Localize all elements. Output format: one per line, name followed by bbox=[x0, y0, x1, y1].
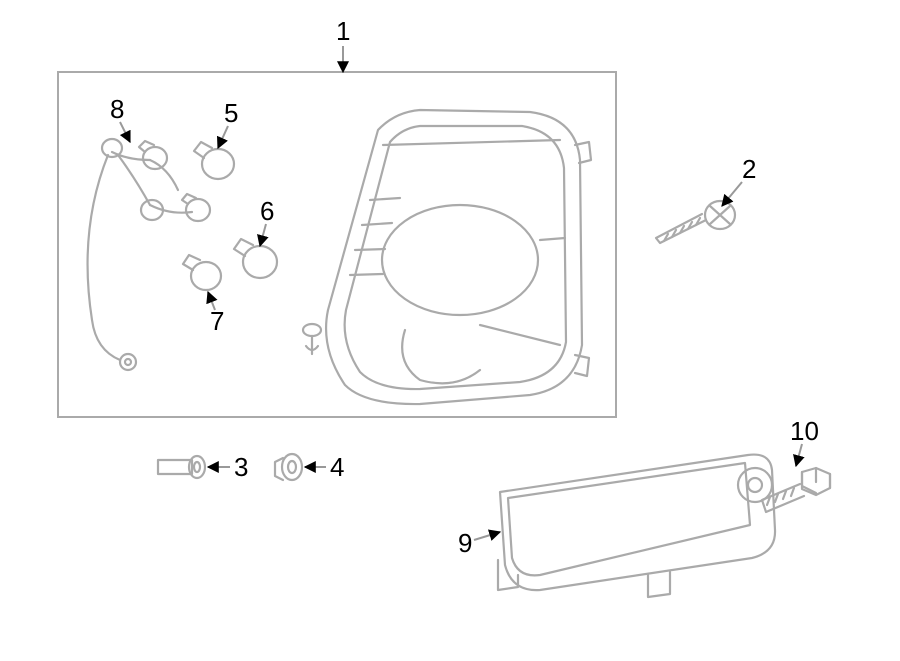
assembly-box bbox=[58, 72, 616, 417]
grommet bbox=[275, 454, 302, 480]
callout-7: 7 bbox=[210, 306, 224, 336]
bulb-mid bbox=[234, 239, 277, 278]
bulb-upper bbox=[194, 142, 234, 179]
callout-5: 5 bbox=[224, 98, 238, 128]
bulb-socket-harness bbox=[88, 139, 210, 370]
bulb-lower bbox=[183, 255, 221, 290]
callout-9: 9 bbox=[458, 528, 472, 558]
callout-6: 6 bbox=[260, 196, 274, 226]
callout-3: 3 bbox=[234, 452, 248, 482]
push-pin bbox=[303, 324, 321, 354]
retainer-clip bbox=[158, 456, 205, 478]
reflector-lower-housing bbox=[498, 455, 775, 597]
callout-8: 8 bbox=[110, 94, 124, 124]
callout-4: 4 bbox=[330, 452, 344, 482]
parts-diagram: 1 2 3 4 5 6 7 8 9 10 bbox=[0, 0, 900, 661]
callout-2: 2 bbox=[742, 154, 756, 184]
callout-10: 10 bbox=[790, 416, 819, 446]
screw bbox=[656, 201, 735, 243]
callout-1: 1 bbox=[336, 16, 350, 46]
tail-lamp-lens bbox=[326, 110, 591, 404]
